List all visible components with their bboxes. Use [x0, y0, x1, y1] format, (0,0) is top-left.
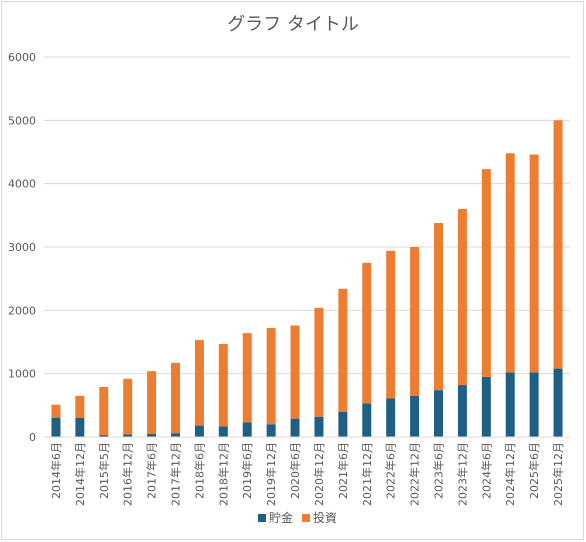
- y-tick-label: 1000: [8, 368, 36, 381]
- y-tick-label: 3000: [8, 241, 36, 254]
- chart-title: グラフ タイトル: [227, 14, 359, 35]
- bar-segment-investment: [171, 362, 180, 434]
- x-tick-label: 2017年12月: [169, 442, 183, 506]
- y-axis: 0 1000 2000 3000 4000 5000 6000: [8, 51, 36, 444]
- x-tick-label: 2025年12月: [551, 442, 565, 506]
- y-tick-label: 4000: [8, 178, 36, 191]
- bar-segment-savings: [457, 385, 467, 437]
- y-tick-label: 2000: [8, 304, 36, 317]
- legend: 貯金 投資: [258, 510, 337, 525]
- bar-segment-investment: [99, 386, 109, 436]
- y-tick-label: 5000: [8, 114, 36, 127]
- bar-segment-savings: [529, 372, 539, 437]
- x-tick-label: 2023年12月: [455, 442, 469, 506]
- legend-swatch: [258, 514, 266, 522]
- bar-segment-investment: [386, 250, 396, 399]
- legend-swatch: [302, 514, 310, 522]
- y-tick-label: 0: [29, 431, 36, 444]
- bar-segment-investment: [410, 247, 420, 396]
- x-tick-label: 2019年6月: [240, 442, 254, 499]
- bar-segment-savings: [123, 434, 133, 437]
- bar-segment-investment: [123, 378, 133, 435]
- bar-segment-savings: [171, 433, 180, 437]
- bar-segment-investment: [218, 343, 228, 427]
- x-tick-label: 2018年6月: [192, 442, 206, 499]
- x-tick-label: 2023年6月: [432, 442, 446, 499]
- bar-segment-investment: [434, 222, 443, 391]
- bar-segment-savings: [410, 395, 420, 437]
- x-tick-label: 2024年12月: [503, 442, 517, 506]
- bar-segment-savings: [434, 390, 443, 437]
- x-tick-label: 2015年5月: [97, 442, 111, 499]
- bar-segment-investment: [314, 307, 324, 417]
- bar-segment-investment: [529, 154, 539, 373]
- bar-segment-savings: [290, 418, 300, 437]
- bar-segment-investment: [75, 395, 85, 418]
- bar-segment-savings: [266, 424, 276, 437]
- bar-segment-savings: [99, 435, 109, 437]
- bar-segment-savings: [218, 426, 228, 437]
- bar-segment-investment: [505, 153, 515, 373]
- x-tick-label: 2022年6月: [384, 442, 398, 499]
- x-tick-label: 2022年12月: [408, 442, 422, 506]
- bar-segment-savings: [242, 422, 252, 437]
- bar-segment-savings: [51, 418, 61, 437]
- bar-segment-investment: [362, 262, 372, 404]
- x-tick-label: 2018年12月: [216, 442, 230, 506]
- bar-segment-savings: [194, 425, 204, 437]
- bar-segment-investment: [481, 169, 491, 377]
- bar-segment-savings: [314, 416, 324, 437]
- bar-segment-savings: [553, 368, 563, 437]
- bar-segment-savings: [75, 418, 85, 437]
- bar-segment-investment: [457, 209, 467, 386]
- x-tick-label: 2017年6月: [145, 442, 159, 499]
- y-tick-label: 6000: [8, 51, 36, 64]
- bar-segment-investment: [553, 120, 563, 369]
- x-tick-label: 2024年6月: [479, 442, 493, 499]
- x-tick-label: 2014年6月: [49, 442, 63, 499]
- x-tick-label: 2019年12月: [264, 442, 278, 506]
- bar-segment-investment: [266, 328, 276, 425]
- x-tick-label: 2025年6月: [527, 442, 541, 499]
- bar-segment-investment: [290, 325, 300, 419]
- gridlines: [44, 56, 570, 438]
- bar-segment-savings: [505, 372, 515, 437]
- x-tick-label: 2014年12月: [73, 442, 87, 506]
- x-tick-label: 2020年6月: [288, 442, 302, 499]
- bar-segment-savings: [338, 411, 348, 437]
- bar-segment-investment: [338, 288, 348, 412]
- x-tick-label: 2016年12月: [121, 442, 135, 506]
- x-axis: 2014年6月 2014年12月 2015年5月 2016年12月 2017年6月 201…: [44, 436, 570, 506]
- bar-segment-investment: [147, 371, 157, 434]
- bar-segment-investment: [194, 340, 204, 426]
- bars: [51, 120, 563, 437]
- x-tick-label: 2021年6月: [336, 442, 350, 499]
- bar-segment-investment: [242, 333, 252, 423]
- legend-label: 貯金: [269, 510, 293, 525]
- bar-segment-savings: [481, 376, 491, 437]
- legend-label: 投資: [313, 510, 337, 525]
- bar-segment-savings: [386, 398, 396, 437]
- bar-segment-savings: [147, 433, 157, 437]
- bar-segment-savings: [362, 403, 372, 437]
- x-tick-label: 2020年12月: [312, 442, 326, 506]
- bar-segment-investment: [51, 404, 61, 418]
- x-tick-label: 2021年12月: [360, 442, 374, 506]
